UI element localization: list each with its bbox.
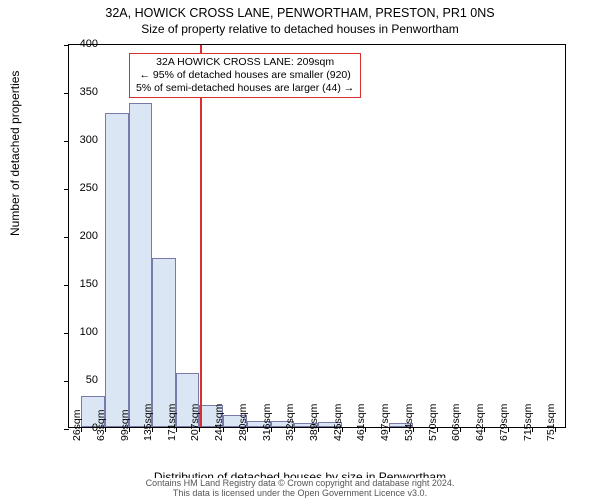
y-tick-label: 200	[68, 230, 98, 242]
copyright-line2: This data is licensed under the Open Gov…	[173, 488, 427, 498]
y-tick-label: 250	[68, 182, 98, 194]
annotation-line1: 32A HOWICK CROSS LANE: 209sqm	[136, 56, 354, 69]
copyright-footer: Contains HM Land Registry data © Crown c…	[0, 478, 600, 498]
y-tick-label: 50	[68, 374, 98, 386]
property-marker-line	[200, 45, 202, 427]
histogram-bar	[129, 103, 153, 427]
y-tick-label: 100	[68, 326, 98, 338]
annotation-line3: 5% of semi-detached houses are larger (4…	[136, 82, 354, 95]
plot-canvas	[69, 45, 565, 427]
y-tick-label: 300	[68, 134, 98, 146]
annotation-box: 32A HOWICK CROSS LANE: 209sqm ← 95% of d…	[129, 53, 361, 98]
histogram-bar	[152, 258, 176, 427]
chart-title: 32A, HOWICK CROSS LANE, PENWORTHAM, PRES…	[0, 6, 600, 20]
copyright-line1: Contains HM Land Registry data © Crown c…	[146, 478, 455, 488]
annotation-line2: ← 95% of detached houses are smaller (92…	[136, 69, 354, 82]
chart-plot-area: 32A HOWICK CROSS LANE: 209sqm ← 95% of d…	[68, 44, 566, 428]
histogram-bar	[105, 113, 129, 427]
y-tick-label: 400	[68, 38, 98, 50]
y-axis-label: Number of detached properties	[8, 71, 22, 236]
chart-header: 32A, HOWICK CROSS LANE, PENWORTHAM, PRES…	[0, 0, 600, 36]
y-tick-label: 350	[68, 86, 98, 98]
chart-subtitle: Size of property relative to detached ho…	[0, 22, 600, 36]
y-tick-label: 150	[68, 278, 98, 290]
